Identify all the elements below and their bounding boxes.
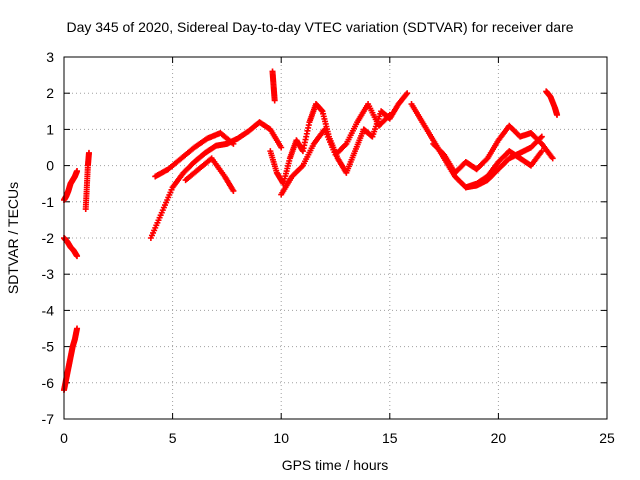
x-tick-label: 10	[273, 430, 289, 446]
data-point	[230, 140, 237, 147]
x-tick-label: 15	[382, 430, 398, 446]
series-seg-one-hour	[82, 149, 92, 213]
y-tick-label: -3	[42, 266, 55, 282]
data-point	[74, 168, 81, 175]
axis-layer: 0 5 10 15 20 25 -7 -6 -5 -4 -3 -2 -1 0 1 2 3	[42, 49, 615, 446]
x-axis-label: GPS time / hours	[282, 457, 389, 473]
y-tick-label: 0	[46, 158, 54, 174]
y-tick-label: 3	[46, 49, 54, 65]
series-pass-d	[267, 90, 411, 187]
data-point	[386, 111, 393, 118]
series-pass-e	[269, 68, 278, 104]
data-point	[549, 155, 556, 162]
x-tick-label: 25	[599, 430, 615, 446]
y-tick-label: -2	[42, 230, 55, 246]
series-seg-early-mid	[61, 235, 81, 260]
series-pass-a	[147, 119, 285, 241]
x-tick-label: 20	[491, 430, 507, 446]
series-pass-i	[462, 133, 545, 191]
data-point	[74, 253, 81, 260]
series-pass-j	[543, 88, 561, 118]
data-point	[342, 141, 349, 148]
mark-layer	[61, 68, 561, 394]
y-tick-label: 2	[46, 85, 54, 101]
data-point	[554, 111, 561, 118]
data-point	[404, 90, 411, 97]
series-pass-b	[152, 130, 237, 180]
x-tick-label: 0	[60, 430, 68, 446]
y-tick-label: -7	[42, 411, 55, 427]
data-point	[538, 133, 545, 140]
y-tick-label: -1	[42, 194, 55, 210]
y-axis-label: SDTVAR / TECUs	[5, 182, 21, 294]
y-tick-label: -5	[42, 339, 55, 355]
data-point	[403, 91, 410, 98]
series-seg-early-neg	[61, 325, 81, 394]
data-point	[385, 113, 392, 120]
series-pass-c	[182, 155, 237, 194]
data-point	[271, 97, 278, 104]
series-pass-h	[430, 122, 556, 176]
y-tick-label: -4	[42, 302, 55, 318]
data-point	[298, 163, 305, 170]
data-point	[74, 325, 81, 332]
data-point	[85, 149, 92, 156]
series-pass-f	[278, 101, 393, 198]
chart-title: Day 345 of 2020, Sidereal Day-to-day VTE…	[66, 19, 573, 35]
y-tick-label: 1	[46, 121, 54, 137]
x-tick-label: 5	[169, 430, 177, 446]
series-seg-early-top	[61, 168, 81, 203]
data-point	[230, 187, 237, 194]
data-point	[538, 148, 545, 155]
series-pass-g	[408, 101, 545, 191]
data-point	[537, 134, 544, 141]
y-tick-label: -6	[42, 375, 55, 391]
plot-frame	[63, 56, 608, 420]
grid-layer	[64, 57, 607, 419]
data-point	[278, 144, 285, 151]
